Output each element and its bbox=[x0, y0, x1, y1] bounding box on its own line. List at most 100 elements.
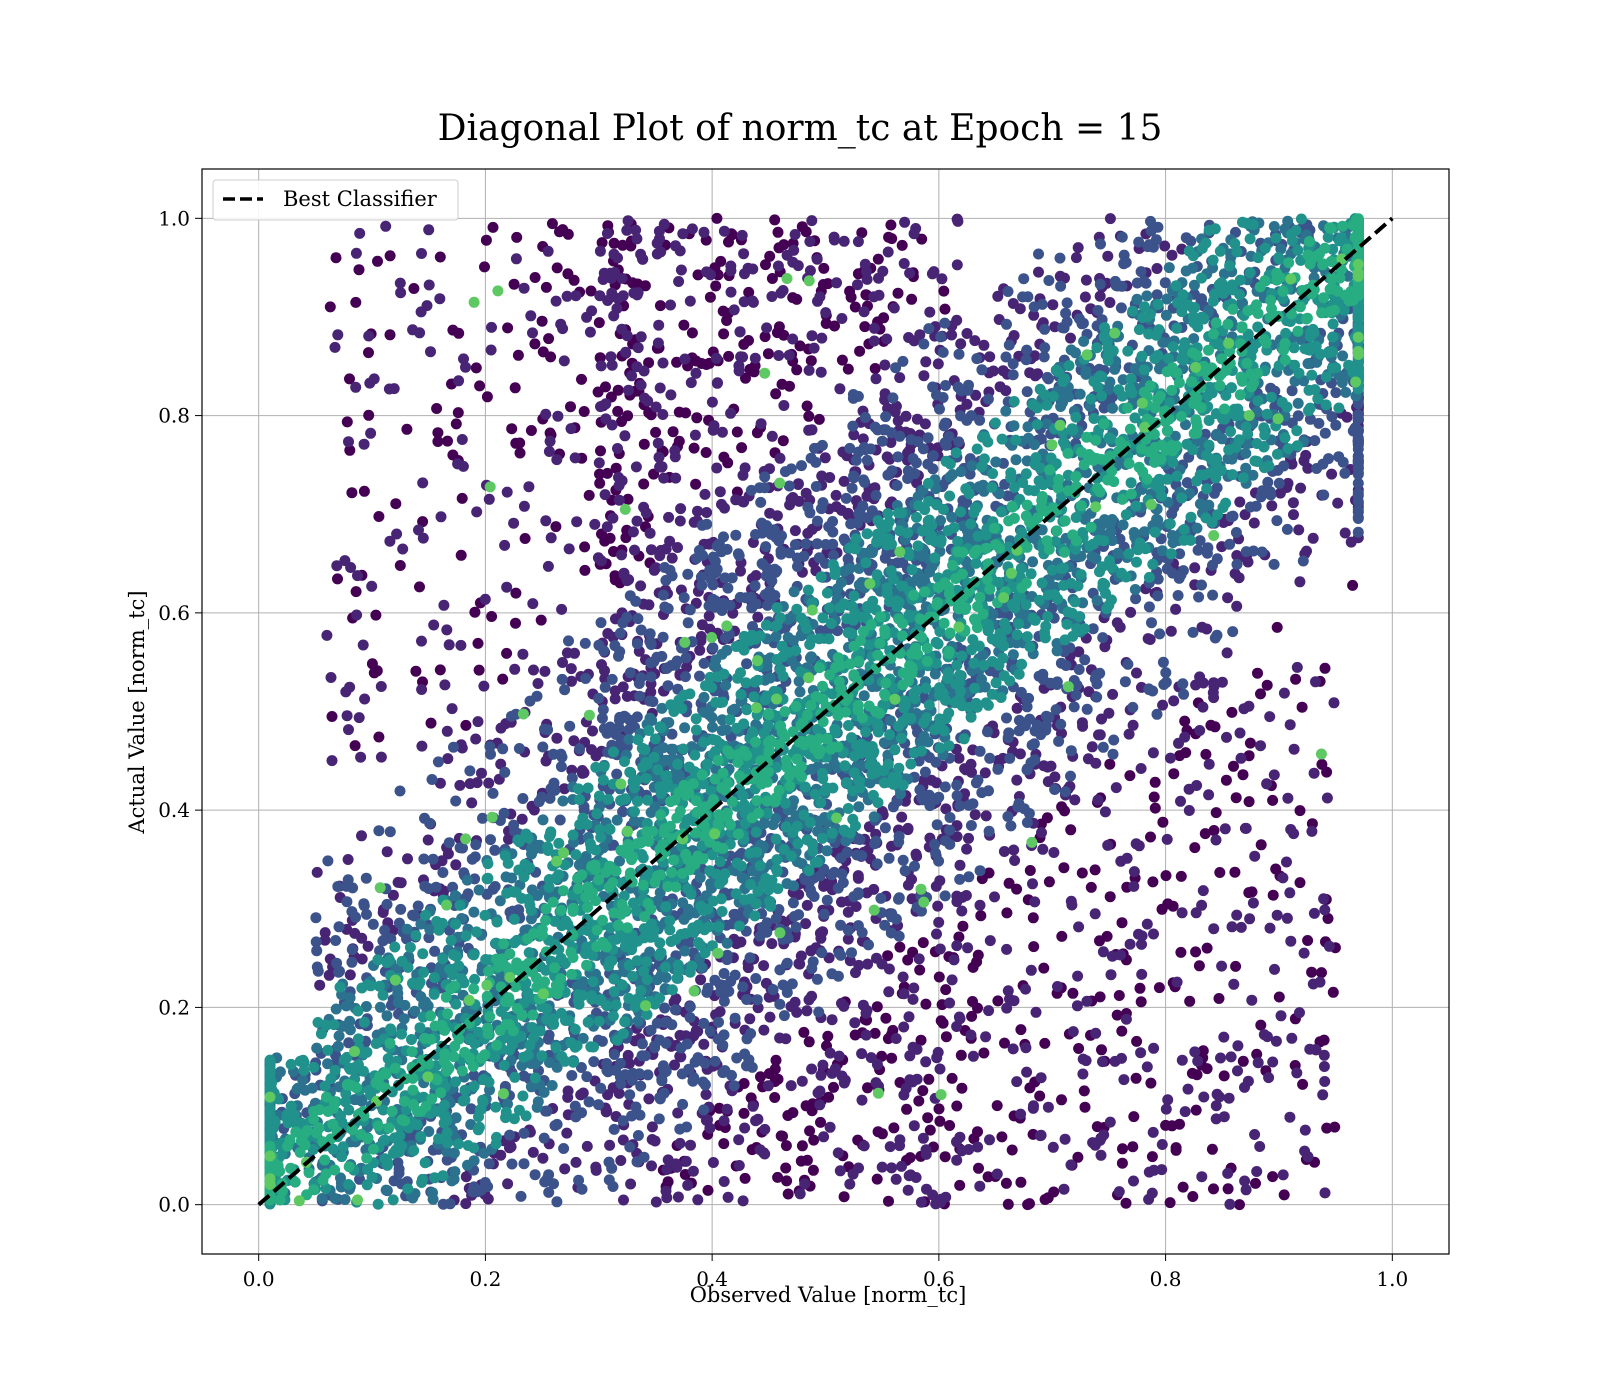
scatter-point bbox=[594, 352, 606, 364]
scatter-point bbox=[725, 407, 737, 419]
scatter-point bbox=[701, 507, 713, 518]
scatter-point bbox=[789, 539, 801, 551]
scatter-point bbox=[850, 901, 862, 912]
scatter-point bbox=[908, 982, 920, 994]
scatter-point bbox=[595, 617, 607, 629]
scatter-point bbox=[395, 903, 407, 915]
scatter-point bbox=[788, 244, 800, 256]
scatter-point bbox=[478, 680, 490, 692]
scatter-point bbox=[1319, 904, 1331, 916]
scatter-point bbox=[897, 355, 909, 367]
scatter-point bbox=[479, 593, 491, 605]
scatter-point bbox=[615, 1155, 627, 1166]
scatter-point bbox=[672, 542, 683, 553]
scatter-point bbox=[1090, 669, 1102, 681]
scatter-point bbox=[710, 280, 722, 292]
scatter-point bbox=[447, 449, 459, 461]
scatter-point bbox=[787, 333, 799, 345]
scatter-point bbox=[1015, 1024, 1027, 1036]
scatter-point bbox=[1216, 676, 1228, 688]
scatter-point bbox=[650, 426, 662, 438]
scatter-point bbox=[1128, 866, 1140, 878]
scatter-point bbox=[479, 261, 490, 273]
scatter-point bbox=[1256, 485, 1268, 497]
scatter-point bbox=[695, 974, 707, 986]
scatter-point bbox=[850, 454, 862, 466]
scatter-point bbox=[699, 488, 711, 500]
scatter-point bbox=[766, 938, 778, 950]
scatter-point bbox=[980, 810, 992, 822]
scatter-point bbox=[681, 1038, 693, 1050]
scatter-point bbox=[816, 947, 828, 959]
scatter-point bbox=[969, 335, 981, 347]
scatter-point bbox=[1103, 707, 1115, 719]
scatter-point bbox=[1240, 822, 1252, 834]
scatter-point bbox=[1127, 1141, 1139, 1153]
scatter-point bbox=[495, 722, 507, 734]
scatter-point bbox=[368, 667, 380, 679]
scatter-point bbox=[599, 489, 611, 501]
scatter-point bbox=[922, 1112, 934, 1124]
scatter-point bbox=[818, 908, 830, 920]
scatter-point bbox=[817, 1059, 829, 1071]
scatter-point bbox=[324, 301, 336, 313]
scatter-point bbox=[978, 1047, 990, 1059]
scatter-point bbox=[626, 1110, 638, 1122]
scatter-point bbox=[999, 1037, 1010, 1049]
scatter-point bbox=[1271, 909, 1283, 921]
scatter-point bbox=[551, 1196, 563, 1208]
scatter-point bbox=[529, 1169, 541, 1181]
scatter-point bbox=[888, 302, 900, 314]
scatter-point bbox=[702, 1114, 713, 1126]
scatter-point bbox=[1055, 657, 1067, 669]
scatter-point bbox=[761, 322, 773, 334]
scatter-point bbox=[879, 822, 891, 834]
scatter-point bbox=[713, 1016, 724, 1028]
scatter-point bbox=[505, 1141, 517, 1153]
scatter-point bbox=[775, 545, 787, 557]
scatter-point bbox=[1299, 1124, 1311, 1136]
scatter-point bbox=[1097, 741, 1109, 753]
scatter-point bbox=[358, 900, 370, 912]
scatter-point bbox=[378, 934, 390, 946]
scatter-point bbox=[624, 590, 636, 602]
scatter-point bbox=[458, 353, 469, 365]
scatter-point bbox=[1297, 555, 1309, 567]
scatter-point bbox=[565, 401, 576, 413]
scatter-point bbox=[998, 846, 1010, 857]
scatter-point bbox=[1055, 718, 1067, 730]
scatter-point bbox=[698, 226, 710, 238]
scatter-point bbox=[325, 672, 337, 683]
scatter-point bbox=[759, 1123, 771, 1135]
scatter-point bbox=[737, 981, 749, 993]
scatter-point bbox=[1116, 1052, 1127, 1064]
scatter-point bbox=[1208, 1183, 1219, 1195]
scatter-point bbox=[1072, 242, 1084, 254]
scatter-point bbox=[1255, 839, 1267, 851]
scatter-point bbox=[1319, 427, 1331, 439]
scatter-point bbox=[1151, 289, 1163, 301]
scatter-point bbox=[876, 435, 888, 447]
scatter-point bbox=[602, 628, 614, 639]
scatter-point bbox=[702, 1184, 714, 1196]
scatter-point bbox=[1309, 435, 1321, 447]
scatter-point bbox=[702, 982, 714, 994]
scatter-point bbox=[346, 944, 358, 956]
scatter-point bbox=[1208, 692, 1220, 704]
scatter-point bbox=[854, 345, 866, 357]
scatter-point bbox=[467, 1186, 479, 1198]
scatter-point bbox=[669, 659, 681, 671]
scatter-point bbox=[432, 436, 444, 447]
scatter-point bbox=[363, 347, 374, 359]
scatter-point bbox=[792, 260, 804, 272]
scatter-point bbox=[1072, 1151, 1084, 1163]
scatter-point bbox=[738, 296, 750, 308]
scatter-point bbox=[1140, 277, 1152, 289]
scatter-point bbox=[812, 1087, 824, 1099]
scatter-point bbox=[482, 1181, 494, 1193]
scatter-point bbox=[934, 1063, 946, 1075]
scatter-point bbox=[884, 1141, 896, 1153]
scatter-point bbox=[529, 338, 541, 350]
scatter-point bbox=[829, 1063, 841, 1075]
scatter-point bbox=[346, 956, 358, 968]
